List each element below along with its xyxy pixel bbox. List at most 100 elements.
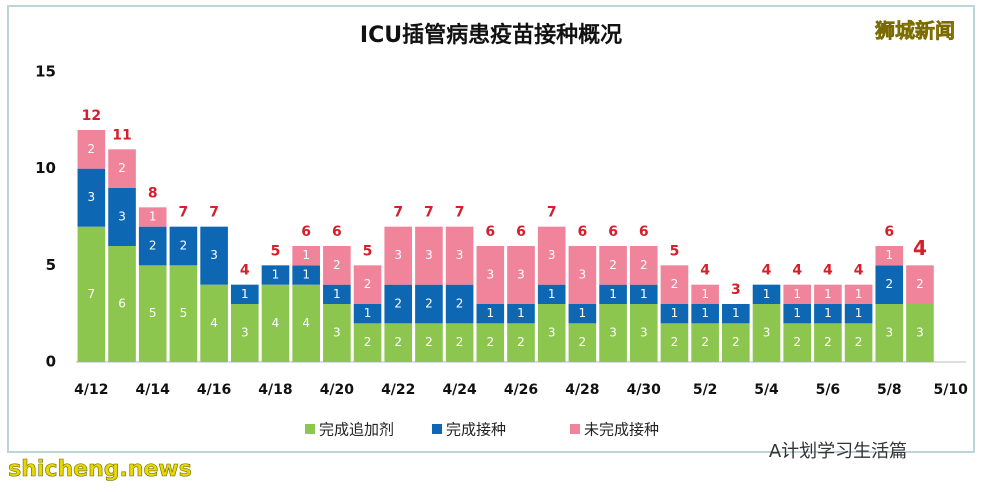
bar-segment: [138, 226, 167, 266]
segment-label: 1: [302, 268, 310, 282]
total-label: 6: [485, 224, 495, 240]
bar-segment: [875, 304, 904, 362]
bar-segment: [77, 130, 106, 169]
bar-segment: [660, 304, 689, 324]
segment-label: 4: [210, 316, 218, 330]
segment-label: 3: [763, 326, 771, 340]
y-tick-label: 15: [35, 63, 56, 81]
segment-label: 3: [425, 248, 433, 262]
total-label: 7: [179, 205, 189, 221]
x-tick-label: 4/26: [504, 382, 538, 398]
bar-segment: [353, 265, 382, 304]
segment-label: 5: [180, 306, 188, 320]
segment-label: 1: [855, 287, 863, 301]
bar-segment: [384, 284, 413, 324]
bar-segment: [568, 246, 597, 304]
bar-segment: [138, 265, 167, 362]
bar-segment: [169, 226, 198, 266]
bar-segment: [660, 323, 689, 362]
bar-segment: [691, 284, 719, 304]
segment-label: 3: [640, 326, 648, 340]
x-tick-label: 5/6: [816, 382, 841, 398]
segment-label: 3: [609, 326, 617, 340]
bar-segment: [629, 246, 658, 285]
segment-label: 3: [456, 248, 464, 262]
total-label: 5: [271, 243, 281, 259]
bar-segment: [323, 246, 351, 285]
segment-label: 1: [824, 306, 832, 320]
bar-segment: [691, 323, 719, 362]
bar-segment: [476, 304, 505, 324]
bar-segment: [507, 246, 535, 304]
segment-label: 1: [579, 306, 587, 320]
segment-label: 3: [517, 268, 525, 282]
y-tick-label: 0: [46, 353, 56, 371]
segment-label: 1: [763, 287, 771, 301]
segment-label: 1: [548, 287, 556, 301]
bar-segment: [844, 323, 873, 362]
segment-label: 3: [916, 326, 924, 340]
bar-segment: [323, 304, 351, 362]
segment-label: 3: [394, 248, 402, 262]
segment-label: 6: [118, 297, 126, 311]
bar-segment: [138, 207, 167, 227]
x-tick-label: 4/14: [136, 382, 171, 398]
segment-label: 1: [241, 287, 249, 301]
y-tick-label: 5: [46, 256, 56, 274]
bar-segment: [77, 226, 106, 362]
segment-label: 3: [579, 268, 587, 282]
bar-segment: [568, 323, 597, 362]
segment-label: 1: [272, 268, 280, 282]
segment-label: 2: [671, 335, 679, 349]
bar-segment: [814, 284, 842, 304]
total-label: 7: [393, 205, 403, 221]
segment-label: 1: [824, 287, 832, 301]
legend-label: 完成接种: [446, 421, 506, 439]
segment-label: 2: [456, 297, 464, 311]
bar-segment: [844, 284, 873, 304]
legend-label: 未完成接种: [584, 421, 659, 439]
y-tick-label: 10: [35, 159, 56, 177]
total-label: 5: [363, 243, 373, 259]
segment-label: 2: [701, 335, 709, 349]
bar-segment: [323, 284, 351, 304]
bar-segment: [537, 284, 566, 304]
chart-title: ICU插管病患疫苗接种概况: [360, 22, 622, 48]
segment-label: 1: [609, 287, 617, 301]
segment-label: 2: [793, 335, 801, 349]
segment-label: 2: [394, 297, 402, 311]
total-label: 7: [455, 205, 465, 221]
bar-segment: [415, 226, 443, 285]
bar-segment: [752, 304, 781, 362]
total-label: 7: [547, 205, 557, 221]
segment-label: 1: [793, 287, 801, 301]
segment-label: 2: [671, 277, 679, 291]
segment-label: 1: [732, 306, 740, 320]
segment-label: 1: [149, 210, 157, 224]
total-label: 4: [823, 263, 833, 279]
bar-segment: [77, 168, 106, 227]
segment-label: 2: [456, 335, 464, 349]
legend-swatch: [305, 424, 315, 434]
bar-segment: [507, 323, 535, 362]
segment-label: 2: [180, 239, 188, 253]
bar-segment: [169, 265, 198, 362]
bar-segment: [629, 304, 658, 362]
segment-label: 3: [885, 326, 893, 340]
bar-segment: [722, 304, 750, 324]
site-watermark: shicheng.news: [8, 457, 192, 482]
total-label: 6: [516, 224, 526, 240]
total-label: 6: [578, 224, 588, 240]
total-label: 4: [762, 263, 772, 279]
bar-segment: [507, 304, 535, 324]
segment-label: 2: [640, 258, 648, 272]
segment-label: 1: [671, 306, 679, 320]
bar-segment: [476, 246, 505, 304]
x-tick-label: 4/24: [442, 382, 477, 398]
bar-segment: [200, 226, 228, 285]
bar-segment: [353, 304, 382, 324]
bar-segment: [599, 246, 627, 285]
segment-label: 2: [364, 277, 372, 291]
bar-segment: [415, 284, 443, 324]
segment-label: 2: [732, 335, 740, 349]
